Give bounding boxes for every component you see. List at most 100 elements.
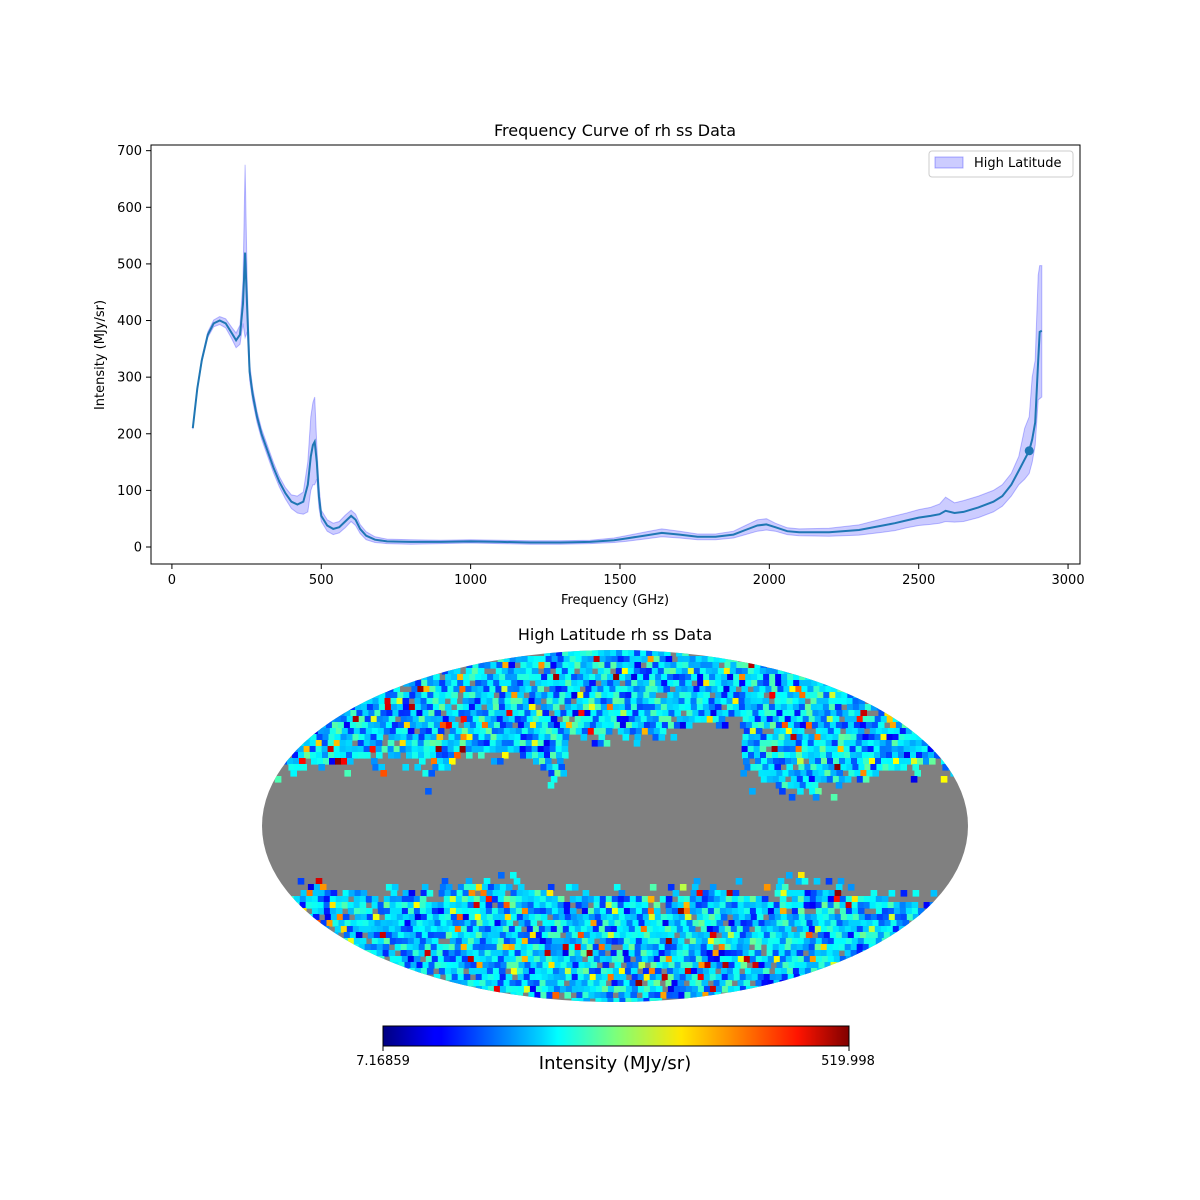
sky-cell xyxy=(397,722,405,729)
sky-cell xyxy=(473,956,481,963)
sky-cell xyxy=(456,914,464,921)
sky-cell xyxy=(575,938,583,945)
sky-cell xyxy=(816,890,824,897)
sky-cell xyxy=(426,968,434,975)
sky-cell xyxy=(735,878,743,885)
sky-cell xyxy=(505,674,512,681)
sky-cell xyxy=(432,914,440,921)
sky-cell xyxy=(466,734,474,741)
sky-cell xyxy=(583,998,590,1002)
sky-cell xyxy=(791,908,799,915)
sky-cell xyxy=(490,734,498,741)
sky-cell xyxy=(516,914,524,921)
sky-cell xyxy=(754,662,761,669)
sky-cell xyxy=(571,998,578,1002)
sky-cell xyxy=(442,716,450,723)
sky-cell xyxy=(894,764,901,771)
sky-cell xyxy=(917,908,925,915)
sky-cell xyxy=(808,944,816,951)
sky-cell xyxy=(667,722,675,729)
sky-cell xyxy=(507,746,515,753)
sky-cell xyxy=(766,944,774,951)
sky-cell xyxy=(582,914,590,921)
sky-cell xyxy=(291,746,299,753)
sky-cell xyxy=(666,698,674,705)
sky-cell xyxy=(461,896,469,903)
sky-cell xyxy=(885,746,893,753)
sky-cell xyxy=(600,704,608,711)
sky-cell xyxy=(784,716,792,723)
sky-cell xyxy=(748,662,755,669)
sky-cell xyxy=(520,752,527,759)
sky-cell xyxy=(602,920,610,927)
sky-cell xyxy=(874,944,882,951)
sky-cell xyxy=(451,674,458,681)
sky-cell xyxy=(427,932,435,939)
sky-cell xyxy=(387,740,395,747)
sky-cell xyxy=(701,956,709,963)
sky-cell xyxy=(658,650,665,657)
sky-cell xyxy=(539,902,547,909)
sky-cell xyxy=(489,686,496,693)
sky-cell xyxy=(751,986,759,993)
sky-cell xyxy=(796,752,803,759)
sky-cell xyxy=(559,986,567,993)
sky-cell xyxy=(941,896,949,903)
sky-cell xyxy=(516,704,524,711)
sky-cell xyxy=(504,914,512,921)
sky-cell xyxy=(335,728,343,735)
sky-cell xyxy=(490,944,498,951)
sky-cell xyxy=(749,788,756,795)
sky-cell xyxy=(773,908,781,915)
sky-cell xyxy=(881,908,889,915)
sky-cell xyxy=(687,668,695,675)
sky-cell xyxy=(550,734,558,741)
sky-cell xyxy=(550,752,557,759)
sky-cell xyxy=(727,674,734,681)
sky-cell xyxy=(588,914,596,921)
sky-cell xyxy=(580,950,588,957)
sky-cell xyxy=(353,902,361,909)
sky-cell xyxy=(750,704,758,711)
sky-cell xyxy=(763,674,770,681)
sky-cell xyxy=(850,734,858,741)
sky-cell xyxy=(654,992,661,999)
sky-cell xyxy=(390,704,398,711)
sky-cell xyxy=(739,974,747,981)
sky-cell xyxy=(402,764,409,771)
sky-cell xyxy=(676,926,684,933)
sky-cell xyxy=(732,704,740,711)
sky-cell xyxy=(745,674,752,681)
sky-cell xyxy=(875,896,883,903)
sky-cell xyxy=(911,728,919,735)
sky-cell xyxy=(514,944,522,951)
sky-cell xyxy=(547,722,555,729)
sky-cell xyxy=(829,932,837,939)
sky-cell xyxy=(491,980,499,987)
sky-cell xyxy=(767,908,775,915)
sky-cell xyxy=(637,974,645,981)
sky-cell xyxy=(754,944,762,951)
sky-cell xyxy=(856,716,864,723)
sky-cell xyxy=(376,734,384,741)
sky-cell xyxy=(742,944,750,951)
sky-cell xyxy=(669,668,677,675)
sky-cell xyxy=(674,920,682,927)
sky-cell xyxy=(855,740,863,747)
sky-cell xyxy=(451,692,458,699)
sky-cell xyxy=(384,698,392,705)
sky-cell xyxy=(739,722,747,729)
sky-cell xyxy=(373,692,380,699)
sky-cell xyxy=(427,680,434,687)
sky-cell xyxy=(492,968,500,975)
sky-cell xyxy=(326,920,334,927)
sky-cell xyxy=(810,764,817,771)
sky-cell xyxy=(555,668,563,675)
sky-cell xyxy=(634,662,641,669)
sky-cell xyxy=(715,674,722,681)
sky-cell xyxy=(293,758,300,765)
sky-cell xyxy=(888,890,896,897)
sky-cell xyxy=(487,884,495,891)
sky-cell xyxy=(418,926,426,933)
